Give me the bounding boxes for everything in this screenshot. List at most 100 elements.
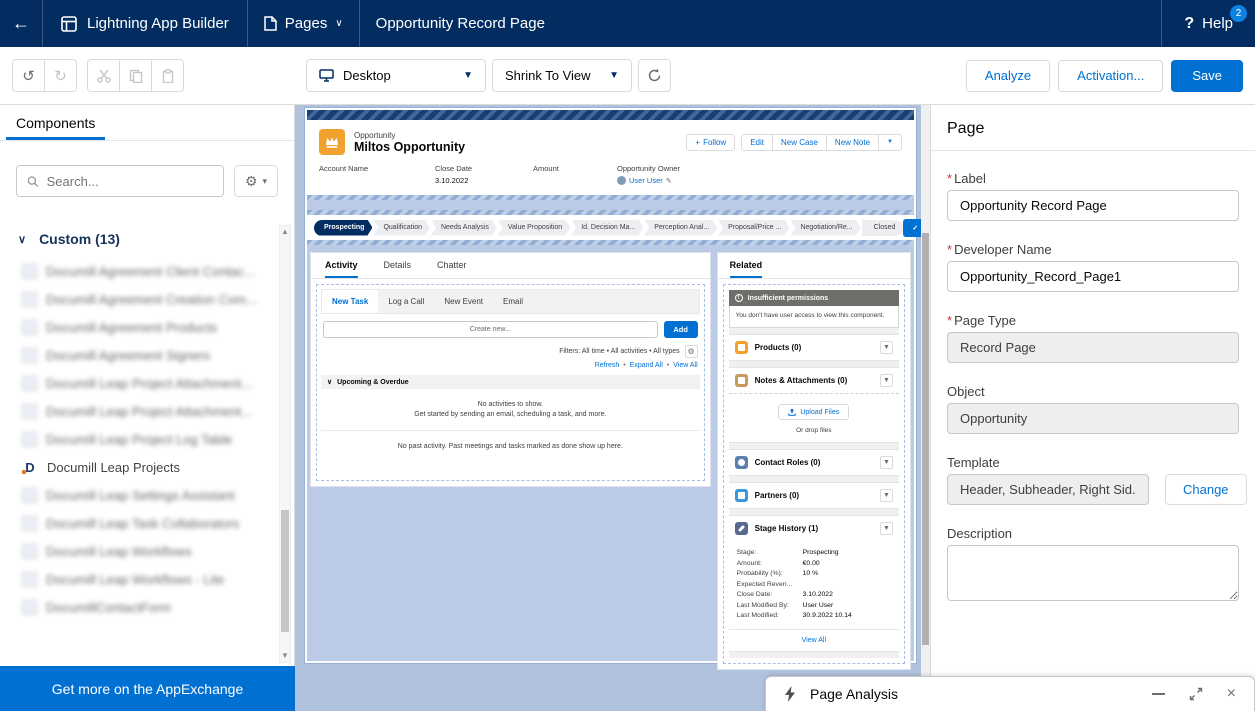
edit-button[interactable]: Edit bbox=[741, 133, 774, 151]
path-component[interactable]: Prospecting Qualification Needs Analysis… bbox=[307, 215, 964, 240]
custom-section-header[interactable]: ∨ Custom (13) bbox=[0, 207, 294, 257]
component-list-item[interactable]: Documill Leap Workflows bbox=[0, 537, 294, 565]
page-analysis-panel[interactable]: Page Analysis × bbox=[765, 676, 1255, 711]
path-stage[interactable]: Negotiation/Re... bbox=[790, 220, 860, 236]
activation-button[interactable]: Activation... bbox=[1058, 59, 1164, 92]
save-button[interactable]: Save bbox=[1171, 59, 1243, 92]
main-column[interactable]: Activity Details Chatter New Task Log a … bbox=[310, 252, 711, 487]
undo-button[interactable]: ↺ bbox=[12, 59, 45, 92]
component-list-item[interactable]: Documill Leap Workflows - Lite bbox=[0, 565, 294, 593]
canvas-scrollbar[interactable] bbox=[921, 105, 930, 711]
scissors-icon bbox=[96, 69, 111, 83]
tab-activity[interactable]: Activity bbox=[325, 260, 358, 278]
tab-details[interactable]: Details bbox=[383, 260, 412, 270]
components-scrollbar[interactable]: ▲ ▼ bbox=[279, 225, 291, 663]
component-settings-button[interactable]: ⚙ ▾ bbox=[234, 165, 278, 197]
stage-history-card[interactable]: Stage History (1) ▼ Stage: Prospecting Am… bbox=[728, 515, 899, 652]
view-mode-select[interactable]: Shrink To View ▼ bbox=[492, 59, 632, 92]
component-list-item[interactable]: Documill Leap Project Log Table bbox=[0, 425, 294, 453]
edit-pencil-icon[interactable]: ✎ bbox=[665, 177, 672, 185]
filter-gear-icon[interactable]: ⚙ bbox=[684, 345, 698, 358]
back-button[interactable]: ← bbox=[0, 0, 43, 47]
developer-name-input[interactable] bbox=[947, 261, 1239, 292]
chevron-down-icon[interactable]: ▼ bbox=[880, 374, 893, 387]
cut-button[interactable] bbox=[87, 59, 120, 92]
path-stage[interactable]: Perception Anal... bbox=[644, 220, 717, 236]
path-stage-selected[interactable]: Prospecting bbox=[314, 220, 372, 236]
change-template-button[interactable]: Change bbox=[1165, 474, 1247, 505]
scrollbar-thumb[interactable] bbox=[281, 510, 289, 632]
stage-history-view-all-link[interactable]: View All bbox=[728, 628, 899, 651]
path-stage[interactable]: Id. Decision Ma... bbox=[571, 220, 643, 236]
upcoming-overdue-section[interactable]: ∨ Upcoming & Overdue bbox=[321, 375, 700, 389]
canvas-scrollbar-thumb[interactable] bbox=[922, 233, 929, 645]
copy-button[interactable] bbox=[119, 59, 152, 92]
scroll-up-icon[interactable]: ▲ bbox=[281, 227, 289, 236]
follow-button[interactable]: + Follow bbox=[686, 133, 736, 151]
products-icon bbox=[734, 341, 748, 354]
tab-log-a-call[interactable]: Log a Call bbox=[388, 297, 425, 306]
notes-attachments-card[interactable]: Notes & Attachments (0) ▼ Upload Files O… bbox=[728, 367, 899, 443]
owner-link[interactable]: User User bbox=[629, 176, 663, 185]
path-stage[interactable]: Qualification bbox=[373, 220, 430, 236]
chevron-down-icon[interactable]: ▼ bbox=[880, 456, 893, 469]
component-list-item[interactable]: Documill Leap Project Attachment... bbox=[0, 369, 294, 397]
tab-email[interactable]: Email bbox=[503, 297, 524, 306]
refresh-link[interactable]: Refresh bbox=[594, 362, 620, 369]
path-stage[interactable]: Closed bbox=[861, 219, 904, 236]
component-search[interactable] bbox=[16, 165, 224, 197]
help-button[interactable]: ? Help 2 bbox=[1161, 0, 1255, 47]
chevron-down-icon[interactable]: ▼ bbox=[880, 341, 893, 354]
chevron-down-icon[interactable]: ▼ bbox=[880, 522, 893, 535]
path-stage[interactable]: Needs Analysis bbox=[431, 220, 497, 236]
scroll-down-icon[interactable]: ▼ bbox=[281, 651, 289, 660]
activity-component[interactable]: New Task Log a Call New Event Email Crea… bbox=[316, 284, 705, 481]
refresh-button[interactable] bbox=[638, 59, 671, 92]
tab-components[interactable]: Components bbox=[6, 115, 106, 140]
contact-roles-card[interactable]: Contact Roles (0) ▼ bbox=[728, 449, 899, 476]
tab-new-event[interactable]: New Event bbox=[444, 297, 484, 306]
create-new-input[interactable]: Create new... bbox=[323, 321, 658, 338]
expand-all-link[interactable]: Expand All bbox=[629, 362, 663, 369]
new-note-button[interactable]: New Note bbox=[825, 133, 880, 151]
pages-menu[interactable]: Pages ∨ bbox=[248, 0, 360, 47]
component-list-item[interactable]: Documill Agreement Products bbox=[0, 313, 294, 341]
component-list-item[interactable]: Documill Leap Project Attachment... bbox=[0, 397, 294, 425]
component-list-item[interactable]: Documill Agreement Client Contac... bbox=[0, 257, 294, 285]
path-stage[interactable]: Value Proposition bbox=[498, 220, 570, 236]
add-task-button[interactable]: Add bbox=[663, 321, 698, 338]
tab-related[interactable]: Related bbox=[729, 260, 763, 278]
close-icon[interactable]: × bbox=[1226, 685, 1236, 702]
file-drop-zone[interactable]: Upload Files Or drop files bbox=[728, 393, 899, 442]
tab-new-task[interactable]: New Task bbox=[322, 290, 379, 313]
path-stage[interactable]: Proposal/Price ... bbox=[718, 220, 789, 236]
partners-card[interactable]: Partners (0) ▼ bbox=[728, 482, 899, 509]
analyze-button[interactable]: Analyze bbox=[965, 59, 1051, 92]
scrollbar-track[interactable] bbox=[280, 238, 290, 650]
component-list-item-documill-leap-projects[interactable]: D Documill Leap Projects bbox=[0, 453, 294, 481]
paste-button[interactable] bbox=[151, 59, 184, 92]
component-list-item[interactable]: DocumillContactForm bbox=[0, 593, 294, 621]
chevron-down-icon[interactable]: ▼ bbox=[880, 489, 893, 502]
tab-chatter[interactable]: Chatter bbox=[437, 260, 467, 270]
highlights-panel[interactable]: Opportunity Miltos Opportunity + Follow E… bbox=[307, 120, 914, 195]
device-select[interactable]: Desktop ▼ bbox=[306, 59, 486, 92]
redo-button[interactable]: ↻ bbox=[44, 59, 77, 92]
more-actions-button[interactable]: ▼ bbox=[878, 133, 902, 151]
view-all-link[interactable]: View All bbox=[673, 362, 698, 369]
component-list-item[interactable]: Documill Agreement Creation Com... bbox=[0, 285, 294, 313]
last-modified-by-link[interactable]: User User bbox=[802, 601, 834, 609]
upload-files-button[interactable]: Upload Files bbox=[778, 404, 850, 420]
new-case-button[interactable]: New Case bbox=[772, 133, 827, 151]
label-input[interactable] bbox=[947, 190, 1239, 221]
search-input[interactable] bbox=[46, 173, 213, 189]
expand-icon[interactable] bbox=[1189, 687, 1203, 701]
products-card[interactable]: Products (0) ▼ bbox=[728, 334, 899, 361]
component-list-item[interactable]: Documill Leap Task Collaborators bbox=[0, 509, 294, 537]
minimize-button[interactable] bbox=[1151, 693, 1165, 695]
description-textarea[interactable] bbox=[947, 545, 1239, 601]
component-list-item[interactable]: Documill Leap Settings Assistant bbox=[0, 481, 294, 509]
component-list-item[interactable]: Documill Agreement Signers bbox=[0, 341, 294, 369]
sidebar-column[interactable]: Related ! Insufficient permissions You d… bbox=[716, 252, 911, 670]
appexchange-button[interactable]: Get more on the AppExchange bbox=[0, 666, 295, 711]
